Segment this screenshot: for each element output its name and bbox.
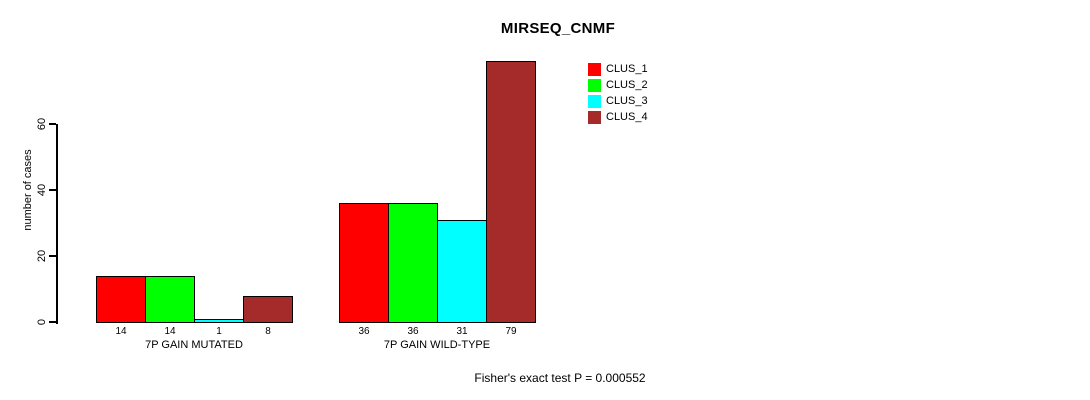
bar-value-label: 79 <box>505 326 517 337</box>
legend-swatch <box>588 63 601 76</box>
y-tick <box>49 321 56 323</box>
y-tick <box>49 123 56 125</box>
bar-value-label: 36 <box>358 326 370 337</box>
bar-value-label: 1 <box>216 326 222 337</box>
legend-item-clus_3: CLUS_3 <box>588 95 648 108</box>
bar-clus_3-group1 <box>194 319 244 323</box>
bar-value-label: 36 <box>407 326 419 337</box>
bar-clus_4-group2 <box>486 61 536 323</box>
bar-value-label: 14 <box>164 326 176 337</box>
y-axis-label: number of cases <box>22 149 34 231</box>
y-tick <box>49 255 56 257</box>
legend-swatch <box>588 79 601 92</box>
y-tick-label: 20 <box>36 249 48 263</box>
y-axis-line <box>56 124 58 324</box>
legend-swatch <box>588 95 601 108</box>
bar-clus_1-group1 <box>96 276 146 323</box>
bar-value-label: 8 <box>265 326 271 337</box>
legend-item-clus_4: CLUS_4 <box>588 111 648 124</box>
fisher-annotation: Fisher's exact test P = 0.000552 <box>474 371 646 385</box>
legend-label: CLUS_2 <box>606 79 648 91</box>
y-tick <box>49 189 56 191</box>
legend-label: CLUS_1 <box>606 63 648 75</box>
legend-label: CLUS_4 <box>606 111 648 123</box>
chart-title: MIRSEQ_CNMF <box>500 20 616 37</box>
legend-item-clus_1: CLUS_1 <box>588 63 648 76</box>
bar-clus_3-group2 <box>437 220 487 323</box>
group-label: 7P GAIN MUTATED <box>145 339 243 351</box>
y-tick-label: 0 <box>36 318 48 326</box>
bar-value-label: 31 <box>456 326 468 337</box>
group-label: 7P GAIN WILD-TYPE <box>383 339 491 351</box>
y-tick-label: 40 <box>36 183 48 197</box>
legend-label: CLUS_3 <box>606 95 648 107</box>
y-tick-label: 60 <box>36 117 48 131</box>
bar-value-label: 14 <box>115 326 127 337</box>
bar-clus_1-group2 <box>339 203 389 323</box>
bar-clus_2-group2 <box>388 203 438 323</box>
legend-swatch <box>588 111 601 124</box>
bar-clus_4-group1 <box>243 296 293 323</box>
bar-clus_2-group1 <box>145 276 195 323</box>
legend-item-clus_2: CLUS_2 <box>588 79 648 92</box>
